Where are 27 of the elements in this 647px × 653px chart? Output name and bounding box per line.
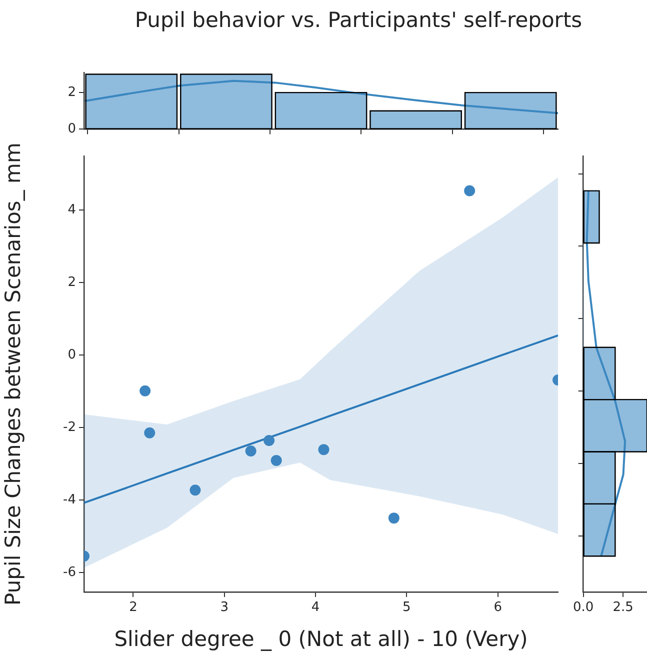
chart-title: Pupil behavior vs. Participants' self-reports: [134, 8, 584, 32]
point: [144, 427, 156, 438]
x-tick-label: 6: [494, 600, 502, 616]
point: [190, 484, 201, 496]
y-tick-label: 0: [68, 122, 76, 137]
point: [245, 446, 256, 457]
y-tick-label: 2: [68, 274, 76, 290]
x-tick-label: 5: [402, 600, 411, 616]
x-tick-label: 4: [311, 600, 320, 616]
y-tick-label: -2: [63, 420, 76, 435]
y-tick-label: 4: [68, 202, 76, 218]
point: [140, 385, 151, 396]
y-tick-label: -6: [63, 564, 76, 580]
point: [270, 454, 282, 466]
point: [388, 512, 400, 524]
point: [318, 444, 330, 456]
y-axis-title: Pupil Size Changes between Scenarios_ mm: [1, 142, 26, 606]
point: [264, 435, 275, 446]
x-tick-label: 0.0: [572, 600, 594, 616]
x-tick-label: 2.5: [612, 600, 634, 616]
y-tick-label: 0: [68, 347, 76, 362]
y-tick-label: -4: [63, 492, 76, 508]
y-tick-label: 2: [68, 84, 76, 100]
x-tick-label: 2: [129, 600, 138, 616]
x-tick-label: 3: [220, 600, 229, 616]
x-axis-title: Slider degree _ 0 (Not at all) - 10 (Very): [114, 626, 528, 651]
point: [464, 185, 476, 196]
